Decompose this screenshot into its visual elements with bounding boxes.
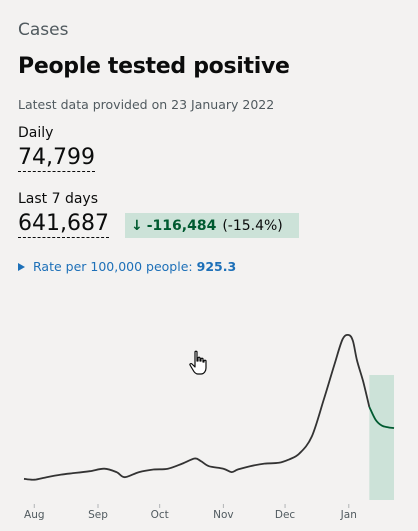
x-axis-label-jan: Jan	[340, 509, 357, 521]
last-updated-text: Latest data provided on 23 January 2022	[18, 97, 275, 112]
down-arrow-icon: ↓	[131, 217, 143, 234]
disclosure-triangle-icon	[18, 262, 25, 271]
x-axis-label-aug: Aug	[24, 509, 45, 521]
x-axis-label-nov: Nov	[213, 509, 234, 521]
x-axis-label-dec: Dec	[275, 509, 296, 521]
card-category: Cases	[18, 20, 69, 40]
rate-disclosure-link[interactable]: Rate per 100,000 people: 925.3	[18, 259, 236, 274]
change-value: -116,484	[146, 217, 217, 234]
last-7-days-highlight	[369, 375, 394, 500]
cases-series-line-last-7-days	[368, 406, 395, 429]
rate-value: 925.3	[196, 259, 237, 274]
rate-label: Rate per 100,000 people:	[33, 259, 193, 274]
cases-series-line	[23, 333, 371, 481]
last7-value[interactable]: 641,687	[18, 211, 109, 238]
daily-label: Daily	[18, 125, 54, 141]
last7-label: Last 7 days	[18, 191, 99, 207]
daily-value[interactable]: 74,799	[18, 145, 95, 172]
x-axis-label-oct: Oct	[151, 509, 169, 521]
card-title: People tested positive	[18, 54, 290, 79]
change-badge: ↓ -116,484 (-15.4%)	[125, 213, 299, 238]
x-axis-label-sep: Sep	[88, 509, 108, 521]
hand-pointer-cursor-icon	[189, 350, 207, 375]
change-percent: (-15.4%)	[222, 217, 283, 234]
cases-line-chart[interactable]: Aug Sep Oct Nov Dec Jan	[0, 300, 418, 531]
